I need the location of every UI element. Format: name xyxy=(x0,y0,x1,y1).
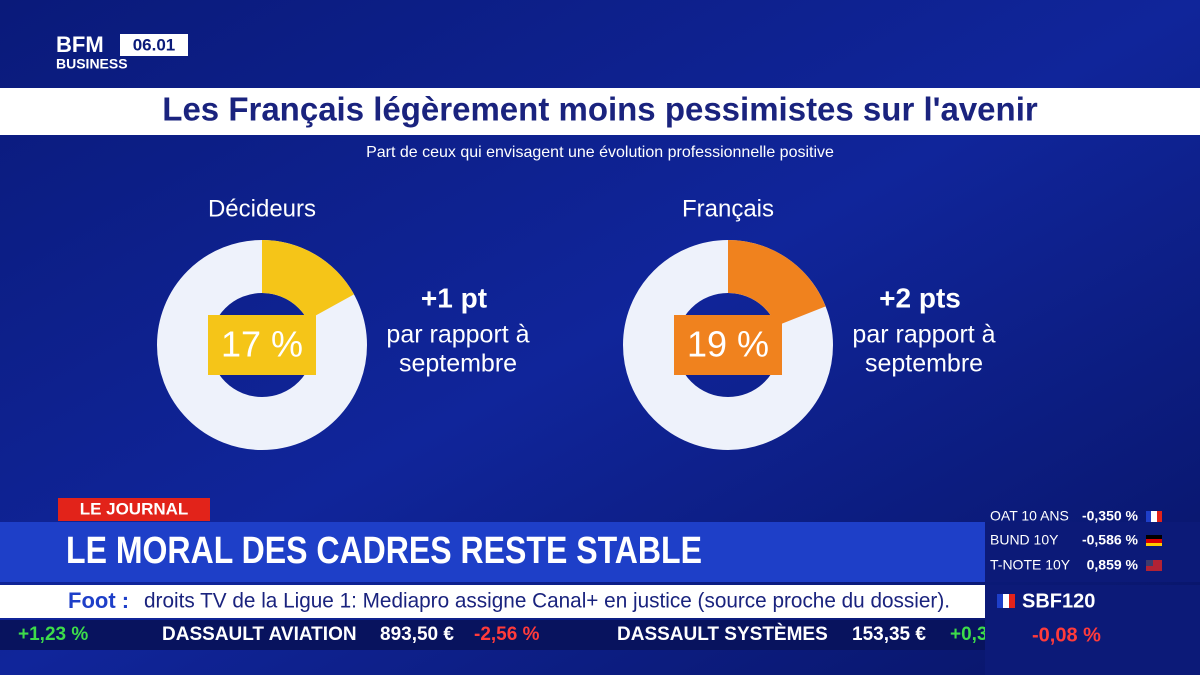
ticker-bar xyxy=(0,620,985,650)
change: +1 pt xyxy=(421,282,487,313)
note: par rapport à xyxy=(852,321,995,349)
flag xyxy=(997,594,1003,608)
ticker-name: DASSAULT SYSTÈMES xyxy=(617,623,828,645)
title-band xyxy=(0,88,1200,135)
clock-box xyxy=(120,34,188,56)
ticker-change: +1,23 % xyxy=(18,624,88,645)
value-label: 17 % xyxy=(221,324,303,365)
headline-bar xyxy=(0,522,985,582)
clock: 06.01 xyxy=(133,35,176,54)
headline: LE MORAL DES CADRES RESTE STABLE xyxy=(66,530,702,572)
change: +2 pts xyxy=(879,282,961,313)
chart-title: Décideurs xyxy=(208,195,316,222)
note: par rapport à xyxy=(386,321,529,349)
donut-slice xyxy=(262,240,355,320)
ticker-price: 893,50 € xyxy=(380,624,454,645)
flag xyxy=(1146,560,1162,571)
rate-name: OAT 10 ANS xyxy=(990,508,1069,524)
donut-slice xyxy=(728,240,826,326)
tag: LE JOURNAL xyxy=(80,499,189,518)
rate-name: T-NOTE 10Y xyxy=(990,557,1071,573)
tag-box xyxy=(58,498,210,521)
index-name: SBF120 xyxy=(1022,590,1095,612)
logo-brand: BFM xyxy=(56,32,104,57)
index-change: -0,08 % xyxy=(1032,624,1101,646)
value-box xyxy=(674,315,782,375)
ticker-change: +0,3 xyxy=(950,624,988,645)
rate-name: BUND 10Y xyxy=(990,532,1059,548)
value-box xyxy=(208,315,316,375)
logo-sub: BUSINESS xyxy=(56,56,128,72)
note: septembre xyxy=(865,350,983,378)
rate-value: -0,350 % xyxy=(1082,508,1139,524)
flag xyxy=(1146,543,1162,546)
flag xyxy=(1146,560,1153,566)
chart-title: Français xyxy=(682,195,774,222)
news-topic: Foot : xyxy=(68,588,129,613)
index-panel-low xyxy=(985,620,1200,675)
flag xyxy=(1146,511,1162,522)
rate-value: 0,859 % xyxy=(1087,557,1139,573)
subtitle: Part de ceux qui envisagent une évolutio… xyxy=(366,144,834,161)
rates-panel xyxy=(985,522,1200,582)
news-text: droits TV de la Ligue 1: Mediapro assign… xyxy=(144,590,950,613)
flag xyxy=(1146,539,1162,543)
flag xyxy=(1146,535,1162,539)
news-bar xyxy=(0,585,985,618)
flag xyxy=(1146,511,1151,522)
flag xyxy=(1009,594,1015,608)
ticker-change: -2,56 % xyxy=(474,624,540,645)
ticker-name: DASSAULT AVIATION xyxy=(162,624,357,645)
ticker-price: 153,35 € xyxy=(852,624,926,645)
value-label: 19 % xyxy=(687,324,769,365)
flag xyxy=(1157,511,1162,522)
title: Les Français légèrement moins pessimiste… xyxy=(162,91,1038,128)
note: septembre xyxy=(399,350,517,378)
rate-value: -0,586 % xyxy=(1082,532,1139,548)
